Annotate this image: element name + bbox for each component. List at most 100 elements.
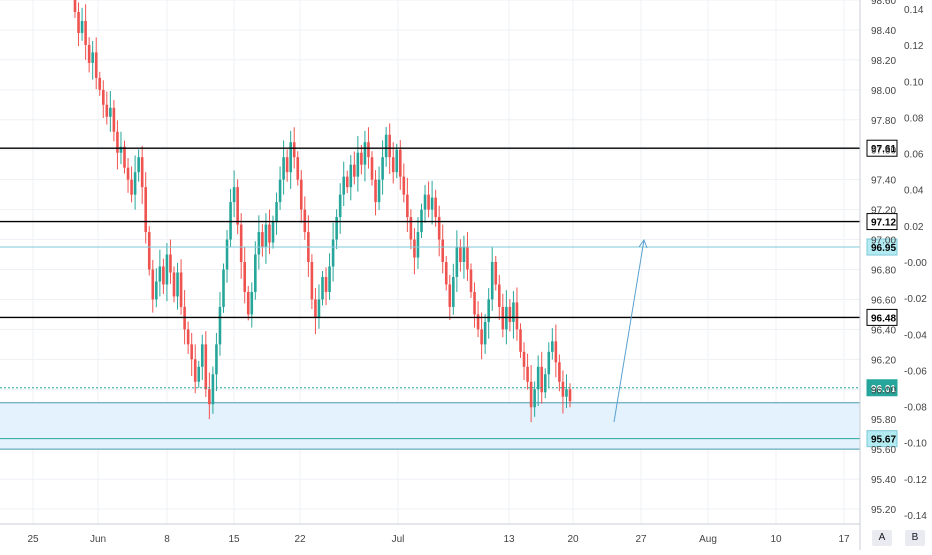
grid-layer	[0, 0, 860, 524]
candle-body	[243, 262, 247, 292]
candle-body	[73, 0, 77, 12]
horizontal-levels[interactable]: 97.61 97.12 96.95 96.48 96.01 95.67	[0, 139, 898, 448]
candle-body	[165, 254, 169, 285]
candle-body	[568, 389, 572, 402]
candle-body	[278, 179, 282, 203]
projection-arrow[interactable]	[613, 238, 648, 423]
price-tick-label: 97.20	[871, 206, 896, 217]
candle-body	[140, 157, 144, 188]
candle-body	[215, 344, 218, 375]
candle-body	[430, 197, 434, 210]
percent-tick-label: 0.04	[904, 186, 924, 197]
support-zone	[0, 402, 860, 450]
level-price-tag	[866, 379, 898, 397]
candle-body	[487, 299, 490, 322]
candle-body	[268, 224, 271, 243]
candle-body	[466, 247, 469, 270]
percent-tick-label: 0.02	[904, 222, 924, 233]
candle-body	[398, 149, 402, 177]
percent-tick-label: -0.02	[904, 294, 927, 305]
candle-body	[452, 276, 455, 307]
candle-body	[551, 341, 554, 352]
candle-body	[314, 299, 317, 318]
candle-body	[289, 142, 292, 173]
candle-body	[526, 366, 529, 382]
candle-body	[254, 254, 257, 292]
candle-body	[434, 197, 437, 218]
percent-tick-label: -0.12	[904, 475, 927, 486]
candle-body	[490, 262, 494, 300]
candle-body	[147, 232, 151, 270]
candle-body	[402, 176, 406, 195]
auto-scale-button[interactable]: A	[872, 530, 892, 546]
percent-tick-label: -0.08	[904, 403, 927, 414]
candle-body	[225, 239, 229, 270]
candle-body	[409, 217, 413, 240]
candle-body	[183, 306, 186, 330]
candle-body	[162, 266, 165, 285]
candle-body	[130, 179, 133, 195]
candle-body	[275, 202, 278, 222]
candle-body	[505, 306, 508, 330]
candle-body	[395, 149, 399, 173]
price-tick-label: 98.00	[871, 86, 896, 97]
candle-body	[473, 291, 476, 315]
candle-body	[374, 179, 377, 203]
candle-body	[335, 217, 338, 240]
candle-body	[101, 89, 105, 105]
level-price-label: 97.12	[871, 218, 896, 229]
candle-body	[547, 351, 551, 375]
candle-body	[176, 272, 179, 297]
percent-tick-label: -0.10	[904, 439, 927, 450]
level-price-tag	[866, 213, 898, 231]
candle-body	[261, 232, 264, 248]
b-scale-button[interactable]: B	[905, 530, 925, 546]
candle-body	[512, 302, 515, 322]
price-tick-label: 98.60	[871, 0, 896, 7]
price-tick-label: 95.40	[871, 475, 896, 486]
candle-body	[271, 221, 275, 243]
x-tick-label: 10	[770, 534, 782, 545]
percent-tick-label: -0.00	[904, 258, 927, 269]
candle-body	[321, 276, 324, 300]
percent-tick-label: 0.06	[904, 150, 924, 161]
candle-body	[87, 44, 91, 63]
candle-body	[356, 152, 360, 177]
candle-body	[193, 359, 197, 382]
candle-body	[94, 52, 98, 78]
price-tick-label: 97.40	[871, 176, 896, 187]
percent-tick-label: 0.08	[904, 113, 924, 124]
candle-body	[151, 269, 155, 300]
candle-body	[353, 164, 356, 177]
candle-body	[303, 209, 307, 233]
candle-body	[208, 389, 211, 405]
percent-tick-label: -0.04	[904, 330, 927, 341]
candle-body	[427, 194, 430, 210]
candle-body	[448, 284, 452, 307]
candle-body	[497, 284, 501, 307]
candle-body	[155, 281, 158, 300]
price-tick-label: 95.60	[871, 445, 896, 456]
projection-arrow-line[interactable]	[613, 239, 645, 423]
candle-body	[158, 266, 162, 282]
price-tick-label: 95.20	[871, 505, 896, 516]
candles-layer	[73, 0, 572, 423]
level-price-label: 96.01	[871, 384, 896, 395]
candle-body	[232, 187, 236, 203]
candle-body	[264, 224, 268, 248]
candle-body	[126, 167, 130, 180]
candle-body	[420, 209, 423, 233]
candle-body	[328, 266, 331, 292]
candle-body	[296, 157, 300, 180]
candle-body	[370, 157, 374, 180]
candle-body	[250, 291, 254, 315]
candle-body	[144, 187, 148, 233]
x-tick-label: 25	[27, 534, 39, 545]
candle-body	[310, 262, 314, 300]
candle-body	[331, 239, 335, 267]
candle-body	[540, 366, 544, 393]
candle-body	[172, 272, 176, 297]
candle-body	[367, 142, 370, 158]
